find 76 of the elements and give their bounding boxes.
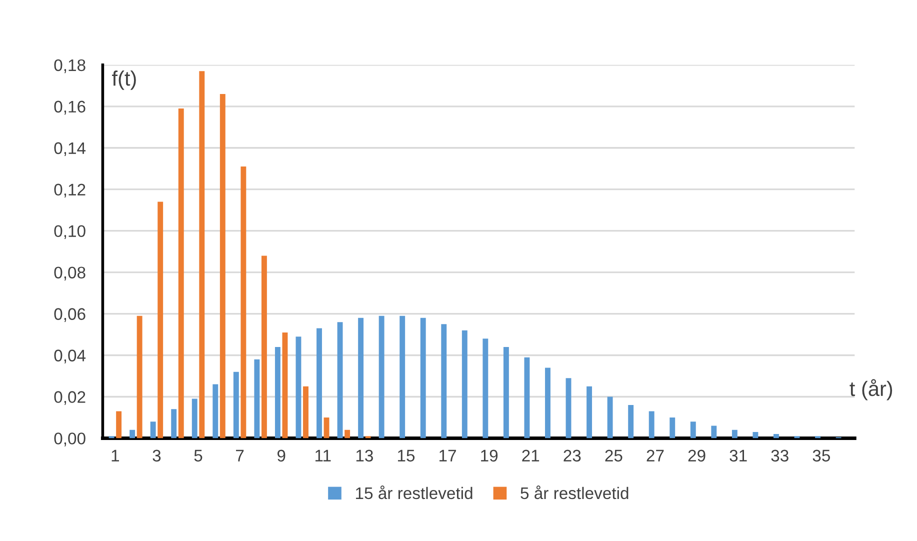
bar [732,430,738,438]
x-tick-label: 27 [646,450,664,462]
bar [711,426,717,438]
bar [420,318,426,438]
bar [254,359,260,438]
legend-label: 5 år restlevetid [520,486,628,500]
bar [240,166,246,438]
bar [178,108,184,438]
bar [220,94,226,438]
bar [441,324,447,438]
bar [358,318,364,438]
bar [233,372,239,438]
y-tick-label: 0,02 [54,391,86,405]
y-tick-label: 0,00 [54,432,86,446]
y-tick-label: 0,12 [54,184,86,198]
bar [566,378,572,438]
bar [212,384,218,438]
bar [274,346,280,438]
x-tick-label: 13 [356,450,373,462]
bar [337,322,343,438]
x-tick-label: 7 [236,450,244,462]
bar [586,386,592,438]
bar [344,430,350,438]
bar [774,434,779,438]
x-tick-label: 5 [194,450,202,462]
x-tick-label: 3 [152,450,161,462]
x-tick-label: 31 [730,450,747,462]
bar [607,396,613,438]
y-tick-label: 0,10 [54,225,86,239]
y-tick-label: 0,18 [54,59,86,74]
y-tick-label: 0,14 [54,142,86,156]
x-tick-label: 33 [771,450,788,462]
bar [296,336,302,438]
bar [752,432,758,438]
bar [482,338,488,438]
bar [316,328,322,438]
bar [545,368,550,438]
bar [524,357,530,438]
bar [136,316,142,438]
bar [324,417,330,438]
x-axis-title: t (år) [850,379,892,400]
x-tick-label: 11 [316,450,331,462]
bar [378,316,384,438]
x-tick-label: 17 [440,450,456,462]
x-tick-label: 19 [481,450,498,462]
bar [648,411,654,438]
bar [628,405,634,438]
x-tick-label: 1 [112,450,119,462]
y-axis-title: f(t) [112,70,136,90]
bar [261,256,267,438]
bar [670,417,676,438]
y-tick-label: 0,06 [54,308,86,322]
x-tick-label: 25 [605,450,622,462]
bar [116,411,122,438]
bar [130,430,136,438]
y-tick-label: 0,08 [54,266,86,280]
x-tick-label: 35 [812,450,830,462]
legend-label: 15 år restlevetid [356,486,472,500]
x-tick-label: 15 [398,450,415,462]
x-tick-label: 29 [688,450,706,462]
y-tick-label: 0,04 [54,350,86,364]
bar [192,398,198,438]
x-tick-label: 23 [564,450,581,462]
bar [158,202,164,438]
bar [462,330,468,438]
x-tick-label: 21 [522,450,540,462]
x-tick-label: 9 [277,450,286,462]
bar [690,422,696,438]
bar [503,346,509,438]
bar [303,386,308,438]
bar [150,422,156,438]
y-tick-label: 0,16 [54,100,86,115]
bar [400,316,406,438]
bar [282,332,288,438]
bar [199,71,205,438]
bar [171,409,177,438]
